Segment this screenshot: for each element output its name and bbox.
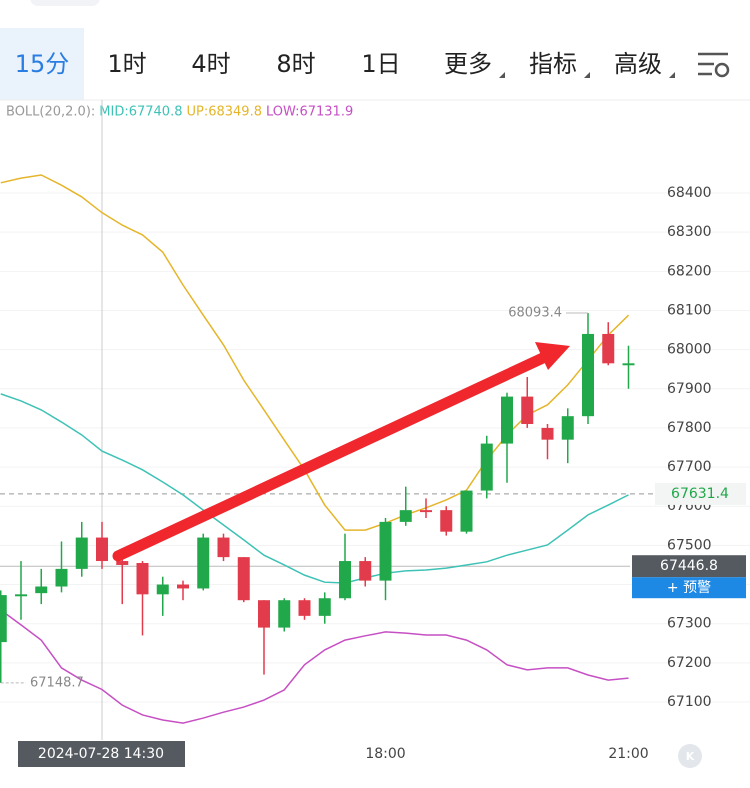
alert-label: + 预警 — [667, 580, 711, 596]
candle-body — [602, 333, 615, 364]
candle-body — [217, 537, 230, 558]
settings-icon[interactable] — [698, 52, 730, 78]
crosshair-time-box — [18, 741, 185, 767]
candle-body — [480, 443, 493, 491]
candle-body — [379, 521, 392, 581]
candle-body — [399, 510, 412, 522]
tab[interactable]: 4时 — [191, 50, 230, 78]
candle-body — [460, 490, 473, 532]
candle-body — [96, 537, 108, 562]
candle-body — [582, 333, 594, 417]
high-label: 68093.4 — [508, 306, 562, 321]
last-price-label: 67631.4 — [671, 486, 729, 502]
candle-body — [15, 594, 27, 597]
last-price-box — [655, 482, 746, 505]
tab[interactable]: 1日 — [361, 50, 400, 78]
top-pill — [30, 0, 100, 6]
arrow-head — [535, 342, 570, 370]
tab[interactable]: 8时 — [276, 50, 315, 78]
candle-body — [136, 563, 149, 595]
candle-body — [298, 600, 311, 616]
tab-caret — [669, 72, 675, 78]
y-tick-label: 67700 — [667, 459, 712, 475]
y-tick-label: 67300 — [667, 616, 712, 632]
low-label: 67148.7 — [30, 675, 84, 690]
candle-body — [359, 561, 372, 581]
candle-body — [278, 600, 291, 628]
y-tick-label: 67500 — [667, 537, 712, 553]
y-tick-label: 68400 — [667, 185, 712, 201]
y-tick-label: 67200 — [667, 655, 712, 671]
candle-body — [116, 561, 129, 565]
tab[interactable]: 更多 — [444, 50, 492, 78]
tab-caret — [499, 72, 505, 78]
legend-item: UP:68349.8 — [186, 105, 262, 120]
candle-body — [156, 584, 169, 595]
candle-body — [501, 396, 513, 444]
boll-line — [0, 174, 630, 531]
legend-item: MID:67740.8 — [99, 105, 182, 120]
y-tick-label: 67900 — [667, 381, 712, 397]
y-tick-label: 68000 — [667, 342, 712, 358]
y-tick-label: 67100 — [667, 694, 712, 710]
k-button[interactable] — [678, 744, 702, 768]
active-tab-bg — [0, 28, 84, 100]
k-icon: K — [686, 750, 695, 763]
candle-body — [561, 416, 574, 440]
y-tick-label: 68100 — [667, 302, 712, 318]
candle-body — [35, 586, 48, 594]
arrow-shaft — [112, 351, 551, 562]
candle-body — [420, 510, 432, 513]
y-tick-label: 68200 — [667, 263, 712, 279]
candle-body — [318, 598, 331, 616]
tab[interactable]: 高级 — [614, 50, 662, 78]
boll-line — [0, 393, 629, 584]
y-tick-label: 67800 — [667, 420, 712, 436]
x-tick-label: 21:00 — [608, 746, 648, 762]
crosshair-time-label: 2024-07-28 14:30 — [38, 746, 164, 762]
tab[interactable]: 1时 — [107, 50, 146, 78]
candle-body — [177, 584, 189, 589]
candle-body — [55, 568, 68, 587]
tab-caret — [584, 72, 590, 78]
crosshair-price-box — [632, 555, 746, 578]
candle-body — [0, 595, 7, 643]
candle-body — [237, 557, 250, 601]
tab[interactable]: 指标 — [529, 50, 577, 78]
legend-item: BOLL(20,2.0): — [6, 105, 95, 120]
crosshair-price-label: 67446.8 — [660, 558, 718, 574]
candle-body — [75, 537, 88, 569]
trend-arrow — [112, 342, 570, 562]
boll-line — [0, 609, 629, 724]
x-tick-label: 18:00 — [365, 746, 405, 762]
legend-item: LOW:67131.9 — [266, 105, 353, 120]
candle-body — [521, 396, 534, 425]
icon-gear — [714, 62, 730, 78]
tab[interactable]: 15分 — [15, 50, 70, 78]
candle-body — [339, 561, 351, 599]
candle-body — [541, 427, 554, 440]
candle-body — [258, 600, 270, 628]
candle-body — [622, 363, 635, 366]
alert-button[interactable] — [632, 577, 746, 599]
candle-body — [440, 510, 453, 532]
candle-body — [197, 537, 210, 589]
y-tick-label: 68300 — [667, 224, 712, 240]
